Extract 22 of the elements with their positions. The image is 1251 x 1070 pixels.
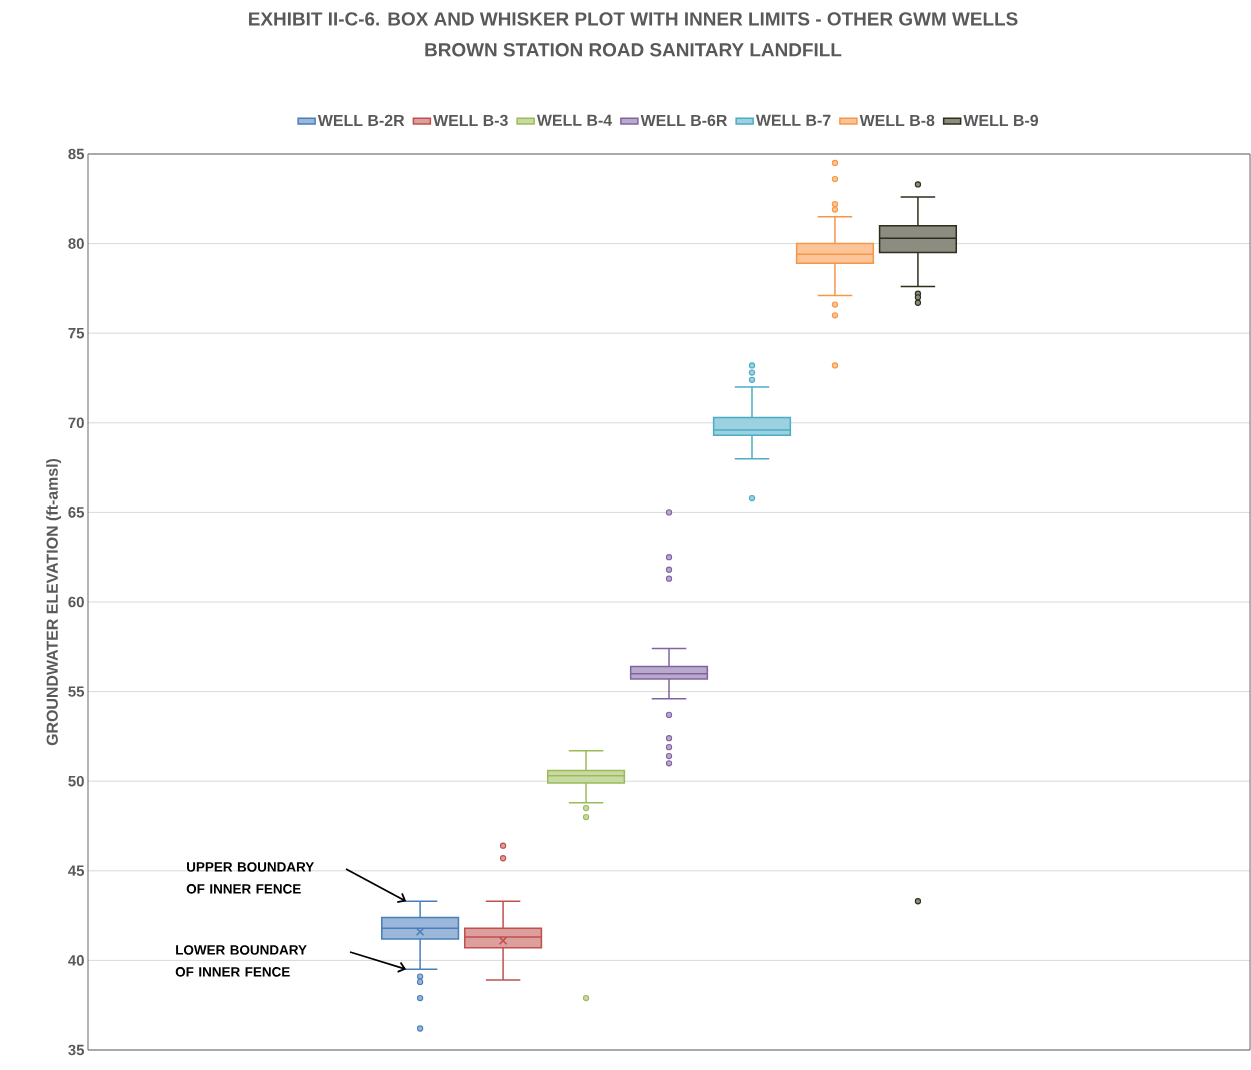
y-tick-label: 70 xyxy=(68,417,84,429)
y-tick-label: 40 xyxy=(68,955,84,966)
annotation: LOWER BOUNDARY OF INNER FENCE xyxy=(175,945,307,977)
y-tick-label: 60 xyxy=(68,596,84,608)
legend-label: WELL B-2R xyxy=(317,114,405,126)
y-tick-label: 75 xyxy=(68,327,85,339)
y-tick-label: 50 xyxy=(68,775,84,787)
legend-label: WELL B-9 xyxy=(963,114,1039,127)
y-tick-label: 35 xyxy=(68,1044,85,1056)
legend-label: WELL B-3 xyxy=(433,114,508,127)
legend-label: WELL B-6R xyxy=(640,114,728,127)
legend-label: WELL B-7 xyxy=(755,114,831,126)
y-tick-label: 85 xyxy=(68,148,85,160)
y-tick-label: 55 xyxy=(68,686,85,697)
legend-label: WELL B-8 xyxy=(859,114,935,127)
y-axis-title: GROUNDWATER ELEVATION (ft-amsl) xyxy=(46,458,62,746)
y-tick-label: 45 xyxy=(68,865,85,877)
y-tick-label: 65 xyxy=(68,507,85,518)
annotation: UPPER BOUNDARY OF INNER FENCE xyxy=(186,862,315,894)
legend-label: WELL B-4 xyxy=(536,114,613,126)
chart-title: EXHIBIT II-C-6. BOX AND WHISKER PLOT WITH INNER LIMITS - OTHER GWM WELLS BROWN STATION ROAD SANITARY LANDFILL xyxy=(249,12,1018,57)
y-tick-label: 80 xyxy=(68,238,84,249)
